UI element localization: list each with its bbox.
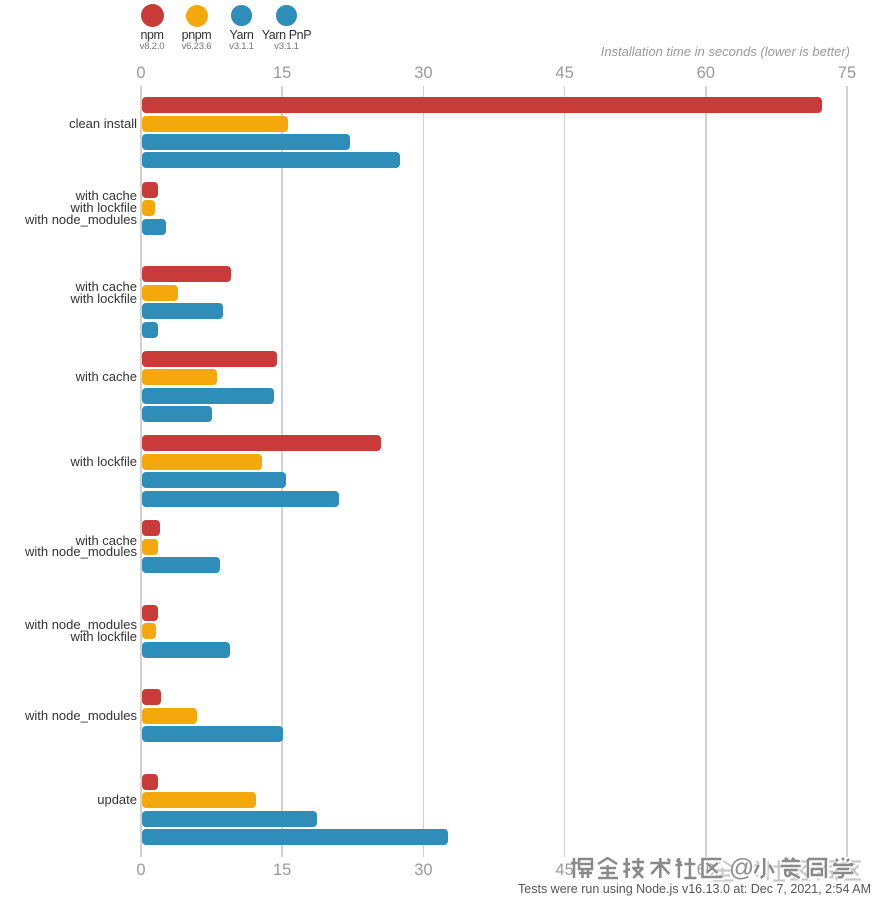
- svg-text:@: @: [729, 857, 754, 882]
- svg-text:@: @: [731, 857, 756, 884]
